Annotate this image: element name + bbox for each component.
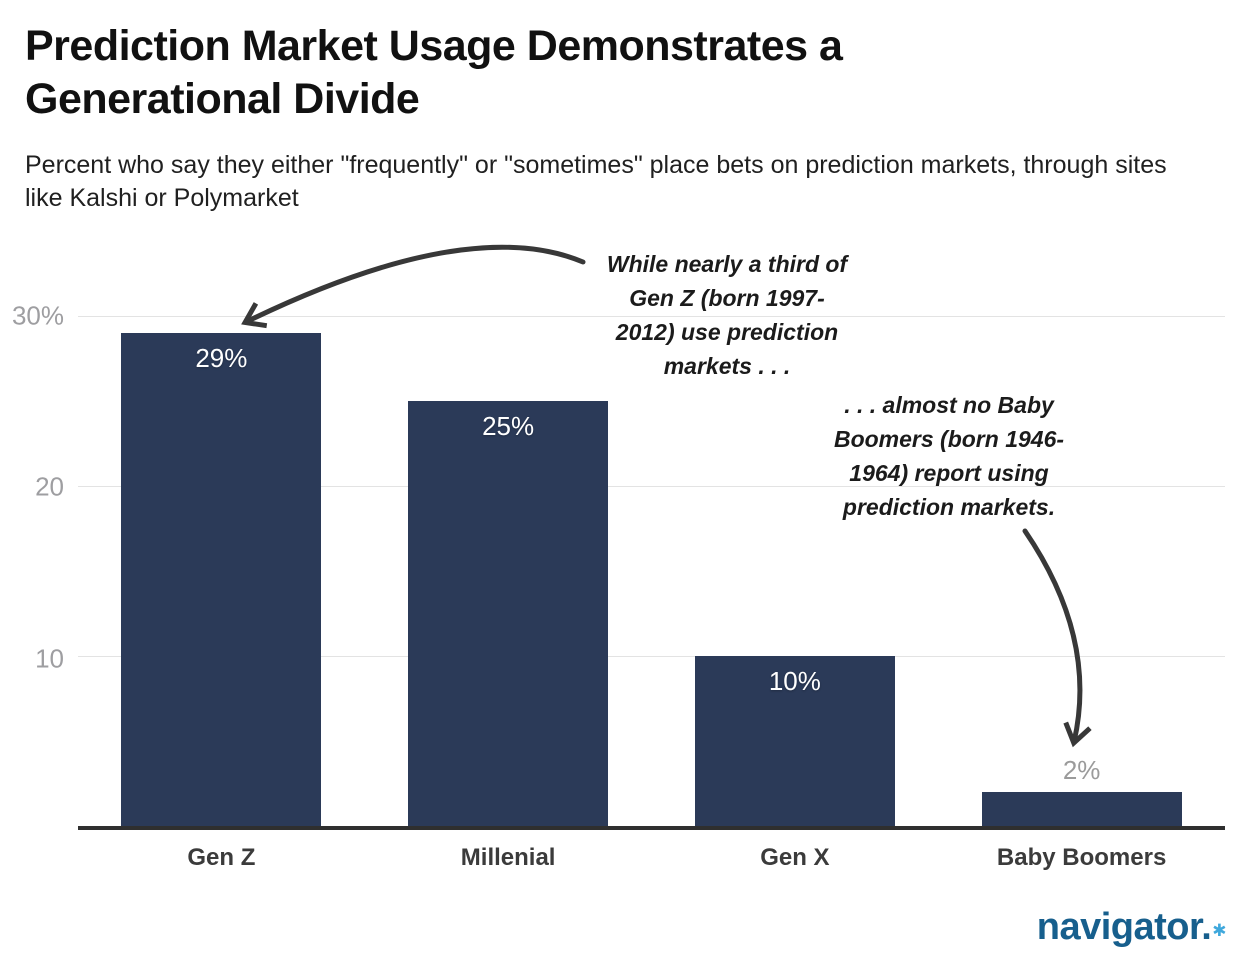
gridline-30 — [78, 316, 1225, 317]
plot-area: 29% 25% 10% 2% — [78, 316, 1225, 830]
annotation-baby-boomers: . . . almost no Baby Boomers (born 1946-… — [833, 392, 1065, 520]
gridline-20 — [78, 486, 1225, 487]
bar-millenial: 25% — [408, 401, 609, 826]
bar-gen-z: 29% — [121, 333, 322, 826]
bar-value-baby-boomers: 2% — [1062, 755, 1101, 785]
y-tick-10: 10 — [35, 643, 64, 674]
bar-value-gen-z: 29% — [195, 343, 248, 373]
bar-slot-gen-z: 29% — [121, 316, 322, 826]
navigator-logo: navigator.✱ — [1036, 906, 1227, 949]
bar-baby-boomers: 2% — [981, 755, 1182, 826]
chart-title: Prediction Market Usage Demonstrates a G… — [25, 22, 843, 123]
bar-slot-baby-boomers: 2% — [981, 316, 1182, 826]
x-axis: Gen Z Millenial Gen X Baby Boomers — [78, 844, 1225, 874]
bar-value-gen-x: 10% — [768, 666, 821, 696]
bar-slot-millenial: 25% — [408, 316, 609, 826]
x-label-millenial: Millenial — [460, 844, 556, 871]
bar-slot-gen-x: 10% — [694, 316, 895, 826]
x-label-gen-x: Gen X — [760, 844, 830, 871]
arrow-to-gen-z-bar — [241, 244, 586, 329]
navigator-logo-star-icon: ✱ — [1212, 921, 1226, 941]
x-label-gen-z: Gen Z — [187, 844, 256, 871]
y-axis: 30% 20 10 — [0, 301, 66, 830]
y-tick-30: 30% — [11, 300, 64, 331]
y-tick-20: 20 — [35, 471, 64, 502]
navigator-logo-text: navigator. — [1036, 906, 1212, 948]
gridline-10 — [78, 656, 1225, 657]
chart-subtitle: Percent who say they either "frequently"… — [25, 151, 1167, 212]
bar-value-millenial: 25% — [482, 411, 535, 441]
x-label-baby-boomers: Baby Boomers — [996, 844, 1167, 871]
annotation-gen-z: While nearly a third of Gen Z (born 1997… — [606, 251, 848, 379]
bar-gen-x: 10% — [694, 656, 895, 826]
